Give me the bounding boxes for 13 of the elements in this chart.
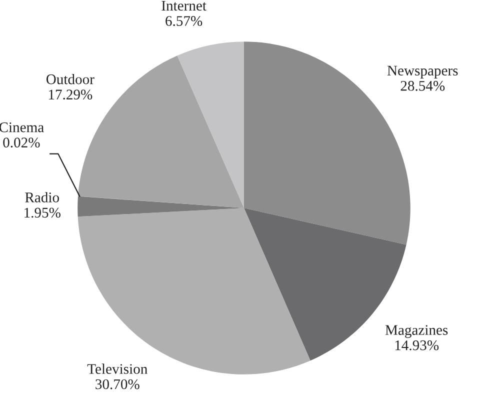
slice-label: Magazines <box>385 325 448 338</box>
data-label: 6.57% <box>166 16 202 26</box>
data-label: 17.29% <box>48 90 92 100</box>
data-label: 14.93% <box>395 340 439 350</box>
data-label: 30.70% <box>96 379 140 390</box>
slice-label: Radio <box>25 192 59 202</box>
data-label: 0.02% <box>3 138 40 148</box>
slice-label: Newspapers <box>387 66 458 78</box>
slice-label: Television <box>87 364 148 374</box>
data-label: 1.95% <box>24 208 60 218</box>
data-label: 28.54% <box>400 80 445 91</box>
slice-label: Internet <box>162 0 206 11</box>
slice-label: Outdoor <box>46 74 94 84</box>
